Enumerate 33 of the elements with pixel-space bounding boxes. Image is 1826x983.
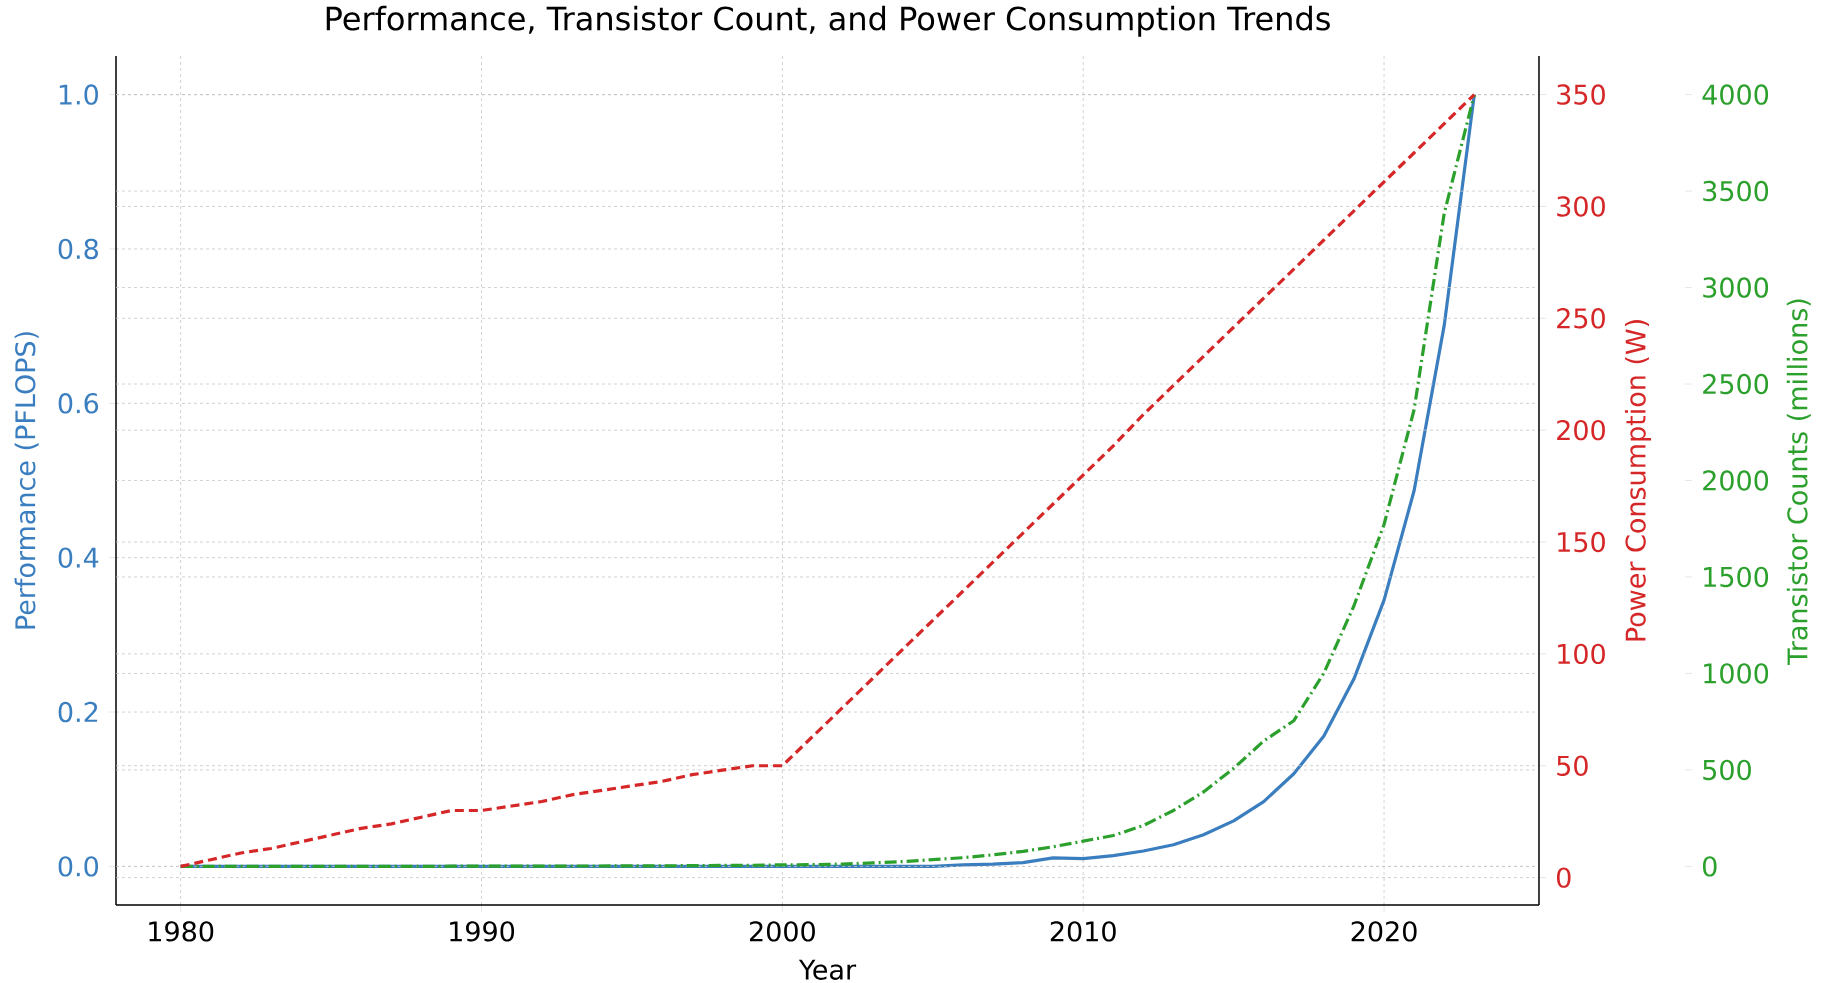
chart-title: Performance, Transistor Count, and Power Consumption Trends xyxy=(326,5,1330,37)
y-tick-label: 0.2 xyxy=(58,701,98,723)
y2-tick-label: 250 xyxy=(1557,308,1605,329)
y3-tick-label: 2500 xyxy=(1703,373,1769,395)
x-axis-title: Year xyxy=(798,959,857,980)
y3-tick-label: 1000 xyxy=(1704,663,1769,684)
y3-tick-label: 2000 xyxy=(1703,470,1769,491)
y-tick-label: 0.6 xyxy=(58,393,99,414)
x-tick-label: 2020 xyxy=(1351,921,1417,942)
y3-tick-label: 0 xyxy=(1702,856,1717,877)
x-tick-label: 2010 xyxy=(1050,921,1116,942)
y3-tick-label: 3500 xyxy=(1703,180,1769,202)
y3-tick-label: 1500 xyxy=(1704,566,1769,588)
x-tick-label: 1980 xyxy=(149,921,214,942)
y2-tick-label: 150 xyxy=(1558,531,1605,553)
y-axis-title: Performance (PFLOPS) xyxy=(14,332,39,629)
y3-tick-label: 500 xyxy=(1703,759,1751,781)
y-tick-label: 0.8 xyxy=(58,238,98,260)
y2-tick-label: 300 xyxy=(1557,196,1605,217)
y2-tick-label: 200 xyxy=(1557,419,1605,441)
y2-tick-label: 50 xyxy=(1557,755,1588,776)
y2-tick-label: 100 xyxy=(1558,643,1605,665)
y-tick-label: 0.0 xyxy=(58,856,99,877)
y3-tick-label: 4000 xyxy=(1702,84,1769,105)
y2-tick-label: 0 xyxy=(1556,867,1571,888)
y2-tick-label: 350 xyxy=(1557,84,1605,105)
y2-axis-title: Power Consumption (W) xyxy=(1624,320,1652,641)
y3-axis-title: Transistor Counts (millions) xyxy=(1786,299,1811,665)
y-tick-label: 1.0 xyxy=(59,84,99,105)
y-tick-label: 0.4 xyxy=(58,547,99,568)
x-tick-label: 2000 xyxy=(749,921,815,942)
y3-tick-label: 3000 xyxy=(1703,277,1769,298)
x-tick-label: 1990 xyxy=(450,921,515,942)
